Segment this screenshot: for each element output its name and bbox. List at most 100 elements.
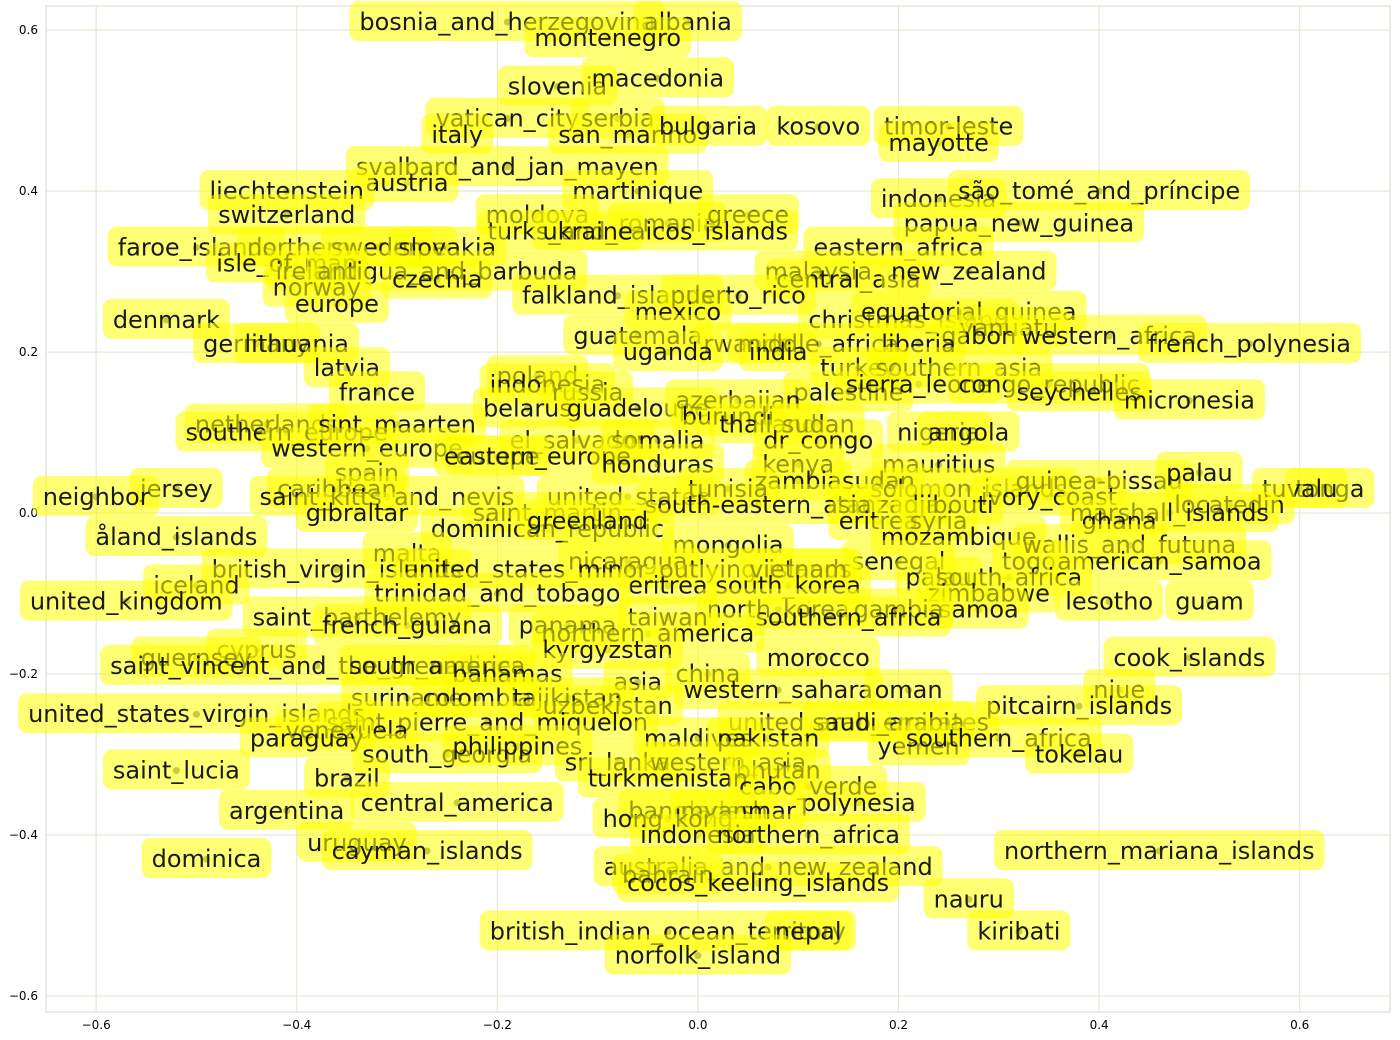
point-label-box — [381, 258, 493, 299]
point-label-text: micronesia — [1124, 386, 1255, 414]
point-label-text: united_kingdom — [30, 588, 223, 616]
label-layer: bosnia_and_herzegovinaalbaniamontenegros… — [18, 1, 1375, 975]
point-label-text: france — [339, 378, 415, 406]
point-label-box — [738, 331, 818, 372]
tick-layer: −0.6 −0.4 −0.2 0.0 0.2 0.4 0.60.60.40.20.0−0.2… — [9, 23, 1309, 1032]
point-label-text: bulgaria — [659, 113, 757, 141]
point-label-box — [1055, 580, 1164, 621]
point-label-box — [864, 669, 953, 710]
point-label-box — [284, 282, 389, 323]
point-label-box — [219, 789, 355, 830]
point-label: india — [738, 331, 818, 372]
point-label-box — [32, 475, 160, 516]
point-label-box — [1047, 540, 1272, 581]
point-label: paraguay — [239, 717, 374, 758]
point-label-box — [434, 435, 641, 476]
point-label-text: eritrea — [628, 571, 708, 599]
point-label: northern_mariana_islands — [994, 830, 1325, 871]
point-label-box — [618, 564, 718, 605]
point-label-text: saint_lucia — [113, 757, 240, 785]
point-label: saint_lucia — [102, 749, 250, 790]
point-label: micronesia — [1113, 379, 1265, 420]
point-label-text: western_sahara — [683, 676, 872, 704]
point-label-box — [295, 492, 419, 533]
point-label-box — [756, 636, 880, 677]
point-label-box — [472, 387, 582, 428]
point-label-text: åland_islands — [95, 522, 257, 551]
y-tick-label: 0.6 — [19, 23, 38, 37]
point-label: guam — [1165, 580, 1254, 621]
point-label: angola — [918, 411, 1020, 452]
point-label: morocco — [756, 636, 880, 677]
point-label-box — [928, 588, 1029, 629]
point-label-box — [994, 830, 1325, 871]
point-label: europe — [284, 282, 389, 323]
point-label-box — [85, 516, 268, 557]
point-label-text: europe — [295, 290, 379, 318]
point-label-text: switzerland — [218, 201, 355, 229]
point-label-text: ukraine — [542, 217, 632, 245]
point-label: kosovo — [766, 105, 871, 146]
point-label-box — [312, 604, 503, 645]
point-label-box — [261, 427, 473, 468]
point-label: united_kingdom — [19, 580, 233, 621]
x-tick-label: 0.6 — [1290, 1018, 1309, 1032]
point-label-text: lesotho — [1065, 588, 1153, 616]
point-label: switzerland — [208, 194, 366, 235]
point-label: montenegro — [524, 17, 692, 58]
point-label-text: polynesia — [801, 789, 916, 817]
point-label-box — [1024, 733, 1134, 774]
point-label: italy — [421, 113, 494, 154]
point-label: oman — [864, 669, 953, 710]
point-label: åland_islands — [85, 516, 268, 557]
point-label: cook_islands — [1103, 636, 1276, 677]
point-label-box — [350, 781, 564, 822]
point-label-text: greenland — [527, 507, 648, 535]
point-label-box — [581, 57, 735, 98]
point-label: uganda — [612, 331, 724, 372]
point-label-text: central_america — [361, 789, 554, 817]
point-label-text: new_zealand — [891, 258, 1047, 286]
x-tick-label: −0.2 — [483, 1018, 512, 1032]
point-label: southern_africa — [745, 596, 952, 637]
point-label: nauru — [923, 878, 1014, 919]
point-label-box — [880, 250, 1057, 291]
x-tick-label: 0.2 — [889, 1018, 908, 1032]
y-tick-label: −0.2 — [9, 667, 38, 681]
point-label: cayman_islands — [321, 830, 533, 871]
point-label-text: são_tomé_and_príncipe — [958, 177, 1240, 205]
point-label-text: french_guiana — [322, 612, 492, 640]
point-label-box — [617, 862, 900, 903]
point-label: argentina — [219, 789, 355, 830]
point-label-text: palau — [1166, 459, 1233, 487]
point-label-text: northern_africa — [717, 821, 900, 849]
point-label-text: southern_africa — [755, 604, 941, 632]
point-label-box — [634, 483, 882, 524]
point-label: french_polynesia — [1138, 323, 1361, 364]
point-label-box — [1138, 323, 1361, 364]
point-label-text: austria — [366, 169, 449, 197]
point-label-box — [673, 669, 883, 710]
point-label-text: mayotte — [888, 129, 989, 157]
point-label-box — [706, 813, 910, 854]
point-label-box — [328, 371, 426, 412]
point-label: central_america — [350, 781, 564, 822]
point-label-box — [19, 580, 233, 621]
point-label-box — [562, 170, 714, 211]
point-label: french_guiana — [312, 604, 503, 645]
point-label: austria — [355, 162, 459, 203]
point-label-text: kosovo — [776, 113, 860, 141]
point-label: macedonia — [581, 57, 735, 98]
point-label: gibraltar — [295, 492, 419, 533]
point-label-box — [141, 838, 272, 879]
point-label: cocos_keeling_islands — [617, 862, 900, 903]
point-label-box — [1165, 580, 1254, 621]
point-label-box — [524, 17, 692, 58]
x-tick-label: −0.4 — [282, 1018, 311, 1032]
point-label: palau — [1156, 451, 1243, 492]
point-label-text: guam — [1175, 588, 1244, 616]
point-label-text: kiribati — [977, 918, 1060, 946]
point-label-box — [745, 596, 952, 637]
point-label-box — [517, 500, 659, 541]
x-tick-label: 0.4 — [1090, 1018, 1109, 1032]
